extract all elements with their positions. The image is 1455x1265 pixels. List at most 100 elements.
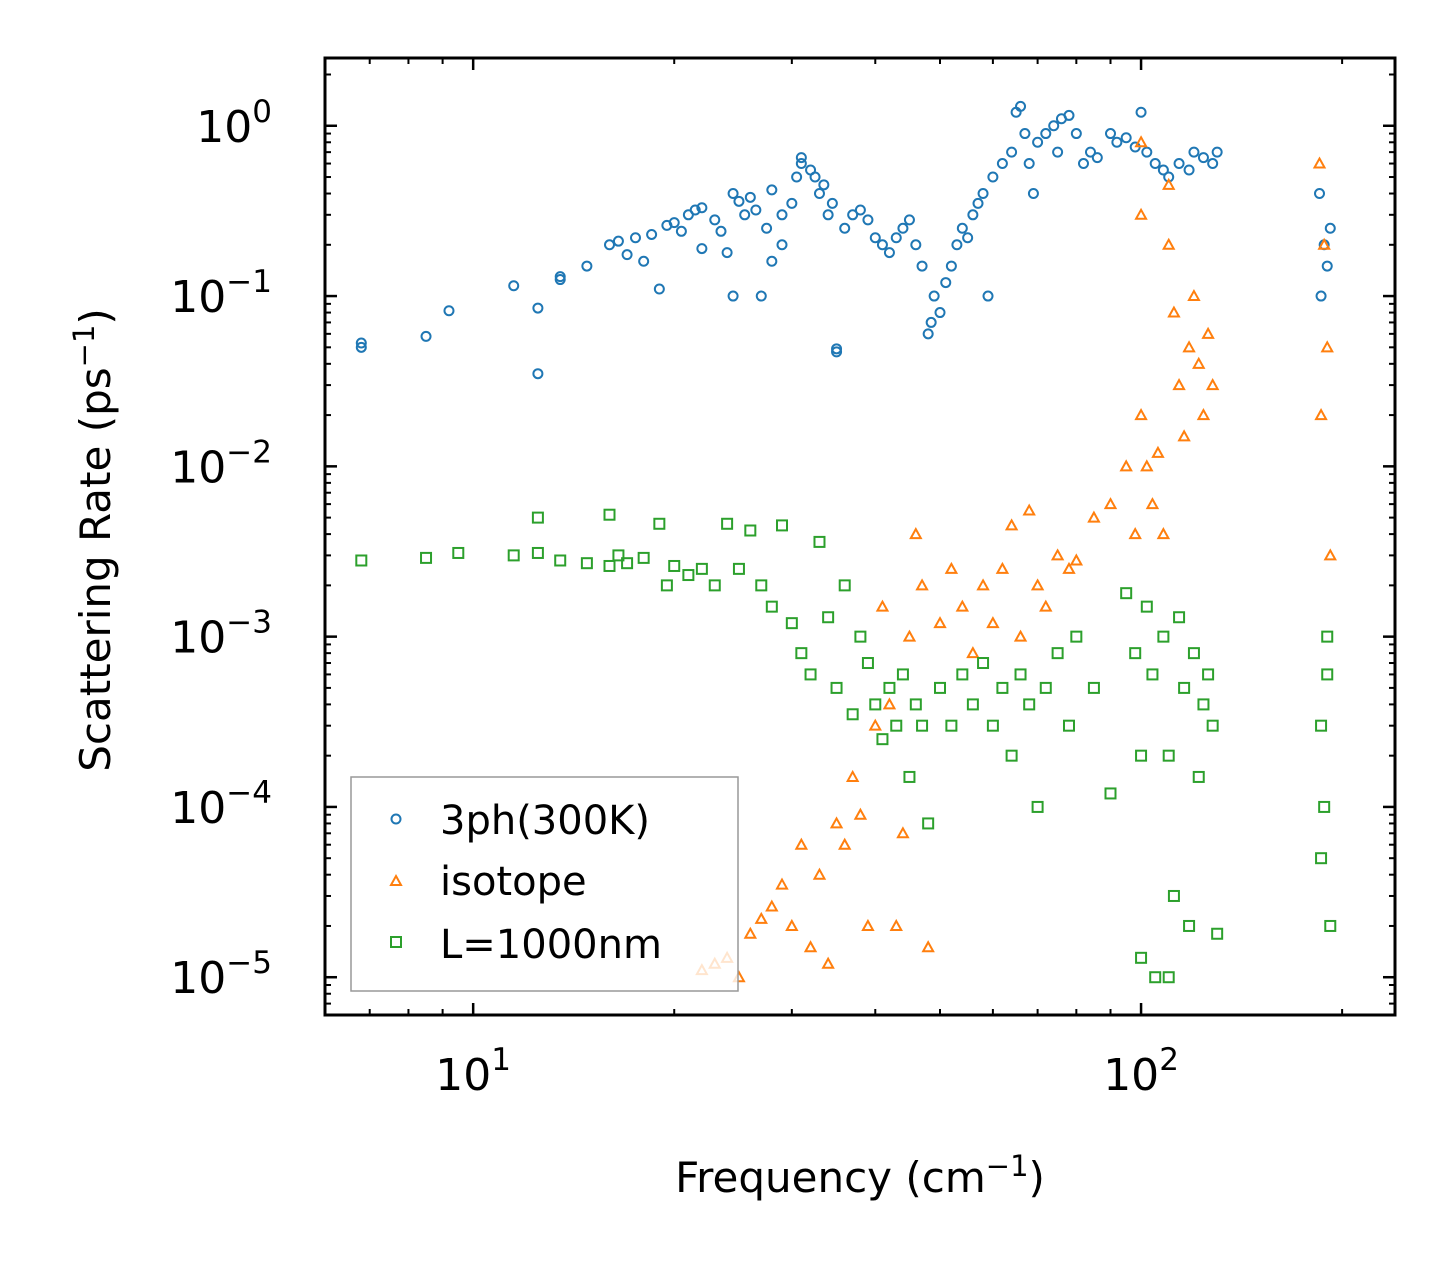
data-point-square: [1183, 919, 1196, 932]
data-point-circle: [818, 179, 830, 191]
data-point-circle: [809, 171, 821, 183]
data-point-circle: [355, 337, 367, 349]
data-point-square: [922, 817, 935, 830]
data-point-triangle: [1156, 527, 1171, 540]
data-point-circle: [420, 330, 432, 342]
data-point-triangle: [785, 918, 799, 931]
data-point-square: [1202, 668, 1215, 681]
data-point-circle: [826, 197, 838, 209]
legend-label-l1000nm: L=1000nm: [440, 922, 662, 968]
data-point-circle: [604, 239, 616, 251]
legend-label-isotope: isotope: [440, 859, 587, 905]
data-point-square: [986, 719, 999, 732]
data-point-circle: [709, 214, 721, 226]
data-point-square: [896, 668, 909, 681]
data-point-circle: [727, 290, 739, 302]
data-point-circle: [962, 232, 974, 244]
data-point-circle: [739, 209, 751, 221]
data-point-square: [695, 562, 708, 575]
data-point-square: [1324, 919, 1337, 932]
data-point-square: [838, 579, 851, 592]
data-point-triangle: [1128, 527, 1142, 540]
data-point-square: [603, 508, 616, 521]
data-point-circle: [689, 204, 701, 216]
data-point-circle: [612, 235, 624, 247]
data-point-circle: [1157, 164, 1169, 176]
data-point-square: [355, 554, 368, 567]
data-point-circle: [996, 158, 1008, 170]
y-tick-label: 10−3: [170, 605, 272, 664]
data-point-square: [1051, 647, 1064, 660]
data-point-square: [1005, 749, 1018, 762]
legend: 3ph(300K) isotope L=1000nm: [350, 776, 739, 992]
data-point-circle: [1188, 146, 1200, 158]
data-point-square: [1135, 749, 1148, 762]
data-point-circle: [1040, 128, 1052, 140]
data-point-circle: [696, 202, 708, 214]
data-point-circle: [733, 195, 745, 207]
data-point-circle: [715, 225, 727, 237]
data-point-circle: [822, 209, 834, 221]
legend-label-3ph: 3ph(300K): [440, 798, 650, 844]
data-point-circle: [668, 217, 680, 229]
data-point-circle: [443, 305, 455, 317]
data-point-circle: [876, 239, 888, 251]
y-axis-label: Scattering Rate (ps−1): [67, 308, 120, 772]
data-point-triangle: [1004, 518, 1019, 531]
data-point-square: [1178, 681, 1191, 694]
data-point-circle: [956, 222, 968, 234]
data-point-circle: [1077, 158, 1089, 170]
data-point-triangle: [1312, 156, 1327, 169]
data-point-triangle: [765, 899, 779, 912]
data-point-triangle: [955, 599, 970, 612]
data-point-square: [1120, 587, 1133, 600]
data-point-triangle: [1182, 340, 1196, 353]
y-tick-label: 100: [196, 94, 272, 153]
data-point-circle: [621, 249, 633, 261]
data-point-square: [956, 668, 969, 681]
data-point-triangle: [1145, 497, 1160, 510]
data-point-circle: [890, 232, 902, 244]
data-point-circle: [675, 225, 687, 237]
data-point-triangle: [775, 877, 789, 890]
data-point-triangle: [845, 769, 860, 782]
data-point-circle: [925, 316, 937, 328]
data-point-square: [637, 551, 650, 564]
data-point-square: [660, 579, 673, 592]
data-point-circle: [532, 368, 544, 380]
data-point-square: [452, 546, 465, 559]
data-point-triangle: [1167, 305, 1181, 318]
data-point-circle: [355, 341, 367, 353]
data-point-circle: [1314, 188, 1326, 200]
data-point-circle: [982, 290, 994, 302]
data-point-circle: [951, 239, 963, 251]
data-point-square: [934, 681, 947, 694]
data-point-square: [909, 698, 922, 711]
series-1: [695, 135, 1337, 983]
data-point-square: [1162, 749, 1175, 762]
data-point-circle: [1015, 100, 1027, 112]
data-point-square: [1318, 800, 1331, 813]
data-point-triangle: [754, 911, 768, 924]
data-point-square: [732, 562, 745, 575]
data-point-square: [668, 559, 681, 572]
data-point-circle: [1032, 136, 1044, 148]
legend-box: [350, 776, 739, 992]
data-point-square: [1129, 647, 1142, 660]
data-point-triangle: [1062, 561, 1076, 574]
data-point-square: [1206, 719, 1219, 732]
data-point-circle: [1111, 136, 1123, 148]
data-point-square: [861, 657, 874, 670]
data-point-triangle: [882, 697, 897, 710]
data-point-square: [1187, 647, 1200, 660]
data-point-square: [1149, 971, 1162, 984]
data-point-square: [531, 511, 544, 524]
data-point-circle: [869, 232, 881, 244]
data-point-square: [977, 657, 990, 670]
data-point-square: [776, 519, 789, 532]
data-point-square: [890, 719, 903, 732]
data-point-triangle: [829, 816, 844, 829]
data-point-square: [1315, 719, 1328, 732]
data-point-circle: [831, 343, 843, 355]
data-point-circle: [1104, 128, 1116, 140]
